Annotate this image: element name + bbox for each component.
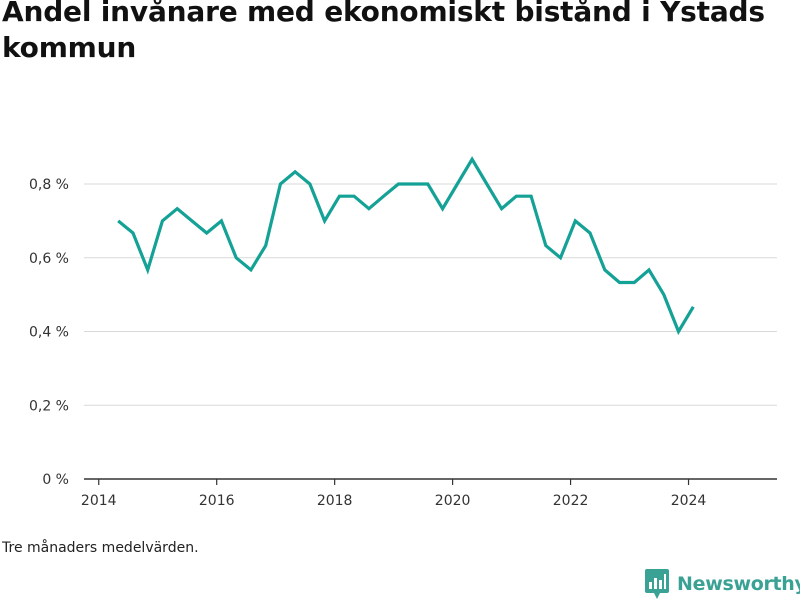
x-axis (84, 478, 777, 485)
chart-title: Andel invånare med ekonomiskt bistånd i … (2, 0, 765, 64)
x-tick-label: 2018 (317, 493, 353, 509)
newsworthy-logo: Newsworthy (645, 569, 800, 599)
chart-footnote: Tre månaders medelvärden. (2, 540, 199, 556)
y-tick-labels: 0 % 0,2 % 0,4 % 0,6 % 0,8 % (29, 177, 69, 488)
series-line (117, 156, 695, 336)
x-tick-label: 2024 (671, 493, 707, 509)
newsworthy-logo-icon (645, 569, 669, 599)
y-tick-label: 0,2 % (29, 398, 69, 414)
y-tick-label: 0,6 % (29, 251, 69, 267)
brand-name: Newsworthy (677, 573, 800, 595)
y-tick-label: 0 % (42, 472, 69, 488)
grid-lines (84, 183, 777, 406)
y-tick-label: 0,8 % (29, 177, 69, 193)
x-tick-label: 2014 (81, 493, 117, 509)
x-tick-label: 2022 (553, 493, 589, 509)
series-group (117, 156, 695, 336)
x-tick-label: 2016 (199, 493, 235, 509)
y-tick-label: 0,4 % (29, 325, 69, 341)
x-tick-labels: 2014 2016 2018 2020 2022 2024 (81, 493, 707, 509)
x-tick-label: 2020 (435, 493, 471, 509)
